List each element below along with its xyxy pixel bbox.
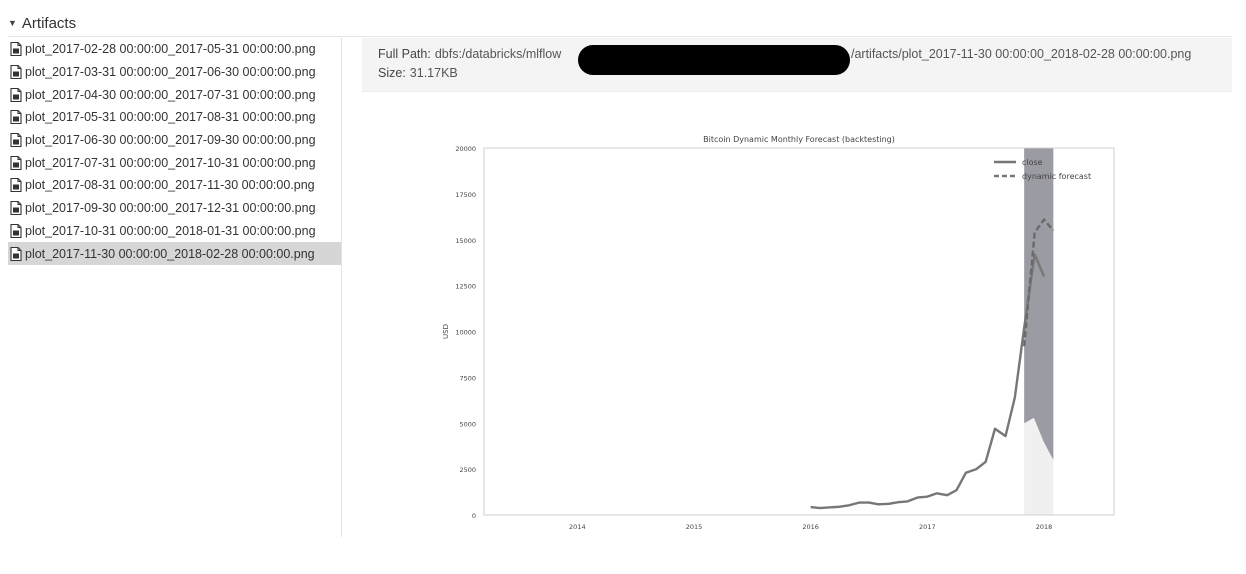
x-tick-label: 2016 bbox=[802, 523, 819, 531]
file-image-icon bbox=[10, 178, 22, 193]
file-item[interactable]: plot_2017-11-30 00:00:00_2018-02-28 00:0… bbox=[8, 242, 341, 265]
artifact-file-list: plot_2017-02-28 00:00:00_2017-05-31 00:0… bbox=[8, 38, 342, 537]
caret-down-icon: ▼ bbox=[8, 18, 17, 28]
x-tick-label: 2015 bbox=[686, 523, 703, 531]
series-line bbox=[1022, 218, 1055, 347]
x-tick-label: 2018 bbox=[1036, 523, 1053, 531]
y-tick-label: 2500 bbox=[459, 466, 476, 474]
full-path-suffix: /artifacts/plot_2017-11-30 00:00:00_2018… bbox=[851, 47, 1192, 61]
y-tick-label: 20000 bbox=[455, 145, 476, 153]
file-image-icon bbox=[10, 246, 22, 261]
file-item[interactable]: plot_2017-04-30 00:00:00_2017-07-31 00:0… bbox=[8, 83, 341, 106]
file-image-icon bbox=[10, 65, 22, 80]
file-name: plot_2017-07-31 00:00:00_2017-10-31 00:0… bbox=[25, 155, 316, 170]
size-value: 31.17KB bbox=[409, 66, 458, 80]
file-item[interactable]: plot_2017-10-31 00:00:00_2018-01-31 00:0… bbox=[8, 220, 341, 243]
plot-frame bbox=[483, 147, 1115, 516]
full-path-line: Full Path: dbfs:/databricks/mlflow bbox=[378, 47, 561, 61]
y-tick-label: 12500 bbox=[455, 283, 476, 291]
file-item[interactable]: plot_2017-09-30 00:00:00_2017-12-31 00:0… bbox=[8, 197, 341, 220]
section-title: Artifacts bbox=[21, 14, 77, 32]
y-tick-label: 15000 bbox=[455, 237, 476, 245]
file-name: plot_2017-04-30 00:00:00_2017-07-31 00:0… bbox=[25, 87, 316, 102]
file-item[interactable]: plot_2017-05-31 00:00:00_2017-08-31 00:0… bbox=[8, 106, 341, 129]
file-image-icon bbox=[10, 201, 22, 216]
forecast-interval-band bbox=[1024, 148, 1054, 460]
legend-label: dynamic forecast bbox=[1022, 172, 1091, 181]
file-name: plot_2017-09-30 00:00:00_2017-12-31 00:0… bbox=[25, 201, 316, 216]
forecast-window bbox=[1024, 148, 1054, 515]
file-name: plot_2017-08-31 00:00:00_2017-11-30 00:0… bbox=[25, 178, 315, 193]
forecast-plot-image: 0 2500 5000 7500 10000 12500 15000 17500 20000 20… bbox=[442, 135, 1115, 531]
y-axis-label: USD bbox=[442, 324, 450, 339]
full-path-prefix: dbfs:/databricks/mlflow bbox=[434, 47, 562, 61]
file-item[interactable]: plot_2017-06-30 00:00:00_2017-09-30 00:0… bbox=[8, 129, 341, 152]
file-name: plot_2017-02-28 00:00:00_2017-05-31 00:0… bbox=[25, 42, 316, 57]
file-name: plot_2017-03-31 00:00:00_2017-06-30 00:0… bbox=[25, 65, 316, 80]
file-name: plot_2017-06-30 00:00:00_2017-09-30 00:0… bbox=[25, 133, 316, 148]
series-line bbox=[810, 253, 1046, 510]
file-image-icon bbox=[10, 155, 22, 170]
x-tick-label: 2017 bbox=[919, 523, 936, 531]
file-name: plot_2017-11-30 00:00:00_2018-02-28 00:0… bbox=[25, 246, 315, 261]
full-path-label: Full Path: bbox=[378, 47, 431, 61]
x-tick-label: 2014 bbox=[569, 523, 586, 531]
size-line: Size: 31.17KB bbox=[378, 66, 458, 80]
artifacts-section-toggle[interactable]: ▼ Artifacts bbox=[8, 12, 76, 34]
y-tick-label: 0 bbox=[472, 512, 476, 520]
y-tick-label: 5000 bbox=[459, 420, 476, 428]
file-item[interactable]: plot_2017-07-31 00:00:00_2017-10-31 00:0… bbox=[8, 151, 341, 174]
size-label: Size: bbox=[378, 66, 406, 80]
y-tick-label: 10000 bbox=[455, 329, 476, 337]
legend-label: close bbox=[1022, 158, 1043, 167]
artifact-details-panel: Full Path: dbfs:/databricks/mlflow /artif… bbox=[362, 38, 1232, 537]
file-name: plot_2017-10-31 00:00:00_2018-01-31 00:0… bbox=[25, 223, 316, 238]
file-image-icon bbox=[10, 87, 22, 102]
file-image-icon bbox=[10, 110, 22, 125]
y-tick-label: 17500 bbox=[455, 191, 476, 199]
y-tick-label: 7500 bbox=[459, 374, 476, 382]
chart-title: Bitcoin Dynamic Monthly Forecast (backte… bbox=[703, 135, 895, 144]
artifact-metadata: Full Path: dbfs:/databricks/mlflow /artif… bbox=[362, 38, 1232, 92]
section-divider bbox=[8, 36, 1232, 37]
file-image-icon bbox=[10, 42, 22, 57]
file-item[interactable]: plot_2017-08-31 00:00:00_2017-11-30 00:0… bbox=[8, 174, 341, 197]
file-item[interactable]: plot_2017-02-28 00:00:00_2017-05-31 00:0… bbox=[8, 38, 341, 61]
file-image-icon bbox=[10, 223, 22, 238]
file-image-icon bbox=[10, 133, 22, 148]
file-name: plot_2017-05-31 00:00:00_2017-08-31 00:0… bbox=[25, 110, 316, 125]
file-item[interactable]: plot_2017-03-31 00:00:00_2017-06-30 00:0… bbox=[8, 61, 341, 84]
redaction-mark bbox=[578, 45, 850, 75]
